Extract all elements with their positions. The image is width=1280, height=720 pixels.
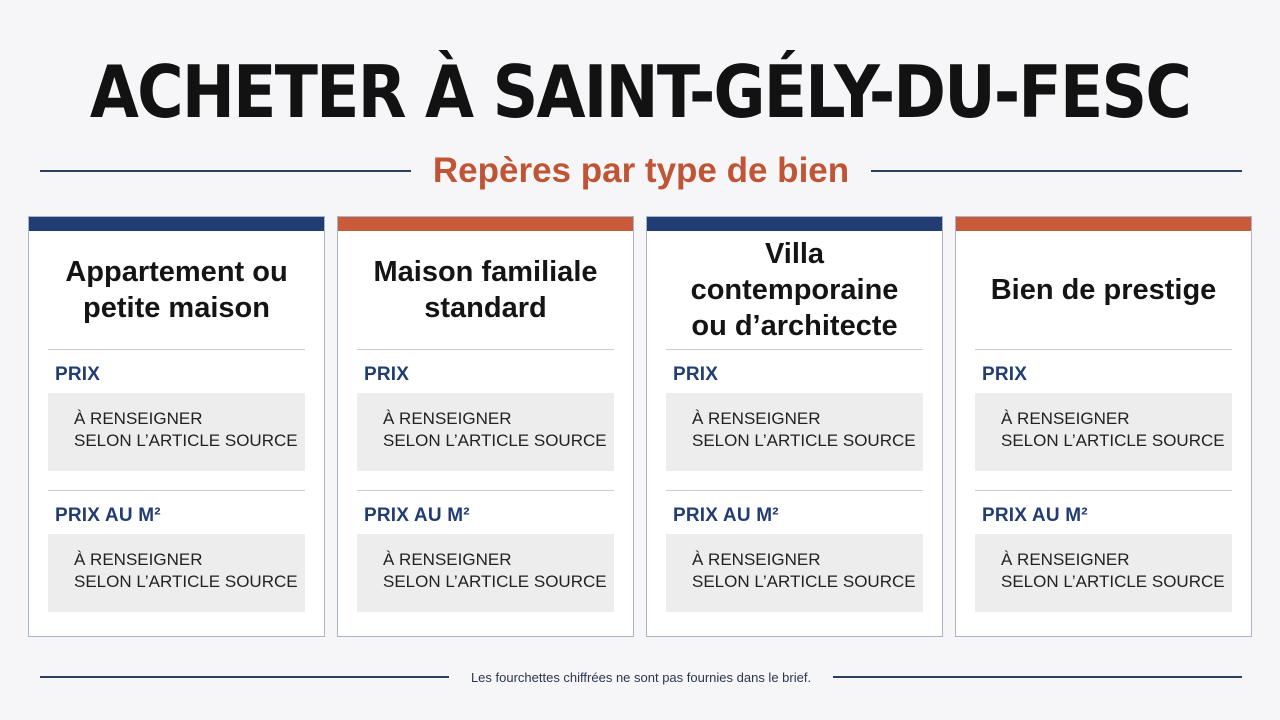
card-maison-familiale: Maison familiale standard PRIX À RENSEIG… — [337, 216, 634, 637]
card-title-line: Bien de prestige — [990, 274, 1217, 306]
price-value: À RENSEIGNER SELON L’ARTICLE SOURCE — [666, 393, 923, 471]
price-per-m2-value-line: SELON L’ARTICLE SOURCE — [74, 572, 298, 591]
footer-rule-left — [40, 676, 449, 678]
subtitle-rule-right — [871, 170, 1243, 172]
price-per-m2-label: PRIX AU M² — [364, 505, 470, 526]
page-title: ACHETER À SAINT-GÉLY-DU-FESC — [89, 50, 1192, 134]
card-divider — [975, 490, 1232, 491]
card-divider — [975, 349, 1232, 350]
price-value-line: À RENSEIGNER — [1001, 409, 1130, 428]
price-per-m2-value: À RENSEIGNER SELON L’ARTICLE SOURCE — [48, 534, 305, 612]
price-per-m2-value: À RENSEIGNER SELON L’ARTICLE SOURCE — [357, 534, 614, 612]
price-per-m2-value-line: SELON L’ARTICLE SOURCE — [383, 572, 607, 591]
card-divider — [357, 349, 614, 350]
price-per-m2-label: PRIX AU M² — [673, 505, 779, 526]
price-label: PRIX — [364, 364, 410, 385]
card-title-line: standard — [424, 292, 547, 324]
price-per-m2-label: PRIX AU M² — [982, 505, 1088, 526]
card-accent-bar — [338, 217, 633, 231]
card-divider — [666, 349, 923, 350]
price-per-m2-value-line: À RENSEIGNER — [74, 550, 203, 569]
card-accent-bar — [647, 217, 942, 231]
price-per-m2-value-line: SELON L’ARTICLE SOURCE — [692, 572, 916, 591]
price-value-line: SELON L’ARTICLE SOURCE — [383, 431, 607, 450]
card-title-line: ou d’architecte — [691, 310, 898, 342]
card-accent-bar — [956, 217, 1251, 231]
price-label: PRIX — [673, 364, 719, 385]
price-label: PRIX — [982, 364, 1028, 385]
price-value: À RENSEIGNER SELON L’ARTICLE SOURCE — [48, 393, 305, 471]
subtitle-row: Repères par type de bien — [40, 144, 1243, 198]
property-type-cards: Appartement ou petite maison PRIX À RENS… — [28, 216, 1254, 639]
card-title: Maison familiale standard — [338, 231, 633, 349]
footer-note: Les fourchettes chiffrées ne sont pas fo… — [470, 669, 812, 685]
card-divider — [357, 490, 614, 491]
price-value-line: À RENSEIGNER — [383, 409, 512, 428]
price-value-line: SELON L’ARTICLE SOURCE — [692, 431, 916, 450]
price-per-m2-value: À RENSEIGNER SELON L’ARTICLE SOURCE — [975, 534, 1232, 612]
price-value: À RENSEIGNER SELON L’ARTICLE SOURCE — [357, 393, 614, 471]
card-villa-contemporaine: Villa contemporaine ou d’architecte PRIX… — [646, 216, 943, 637]
card-accent-bar — [29, 217, 324, 231]
price-per-m2-value-line: À RENSEIGNER — [383, 550, 512, 569]
price-per-m2-value-line: À RENSEIGNER — [692, 550, 821, 569]
price-value: À RENSEIGNER SELON L’ARTICLE SOURCE — [975, 393, 1232, 471]
footer-rule-right — [833, 676, 1243, 678]
card-divider — [48, 349, 305, 350]
card-title-line: Villa contemporaine — [690, 238, 899, 306]
footer-row: Les fourchettes chiffrées ne sont pas fo… — [40, 662, 1243, 692]
price-per-m2-value-line: À RENSEIGNER — [1001, 550, 1130, 569]
page-subtitle: Repères par type de bien — [432, 151, 850, 190]
price-value-line: À RENSEIGNER — [692, 409, 821, 428]
card-title: Appartement ou petite maison — [29, 231, 324, 349]
price-per-m2-value: À RENSEIGNER SELON L’ARTICLE SOURCE — [666, 534, 923, 612]
card-title-line: Appartement ou — [65, 256, 288, 288]
card-title: Bien de prestige — [956, 231, 1251, 349]
card-title-line: Maison familiale — [373, 256, 598, 288]
card-title: Villa contemporaine ou d’architecte — [647, 231, 942, 349]
price-value-line: SELON L’ARTICLE SOURCE — [74, 431, 298, 450]
card-divider — [48, 490, 305, 491]
price-per-m2-value-line: SELON L’ARTICLE SOURCE — [1001, 572, 1225, 591]
price-value-line: SELON L’ARTICLE SOURCE — [1001, 431, 1225, 450]
price-per-m2-label: PRIX AU M² — [55, 505, 161, 526]
card-divider — [666, 490, 923, 491]
subtitle-rule-left — [40, 170, 411, 172]
card-title-line: petite maison — [83, 292, 270, 324]
price-label: PRIX — [55, 364, 101, 385]
card-bien-de-prestige: Bien de prestige PRIX À RENSEIGNER SELON… — [955, 216, 1252, 637]
card-appartement: Appartement ou petite maison PRIX À RENS… — [28, 216, 325, 637]
price-value-line: À RENSEIGNER — [74, 409, 203, 428]
